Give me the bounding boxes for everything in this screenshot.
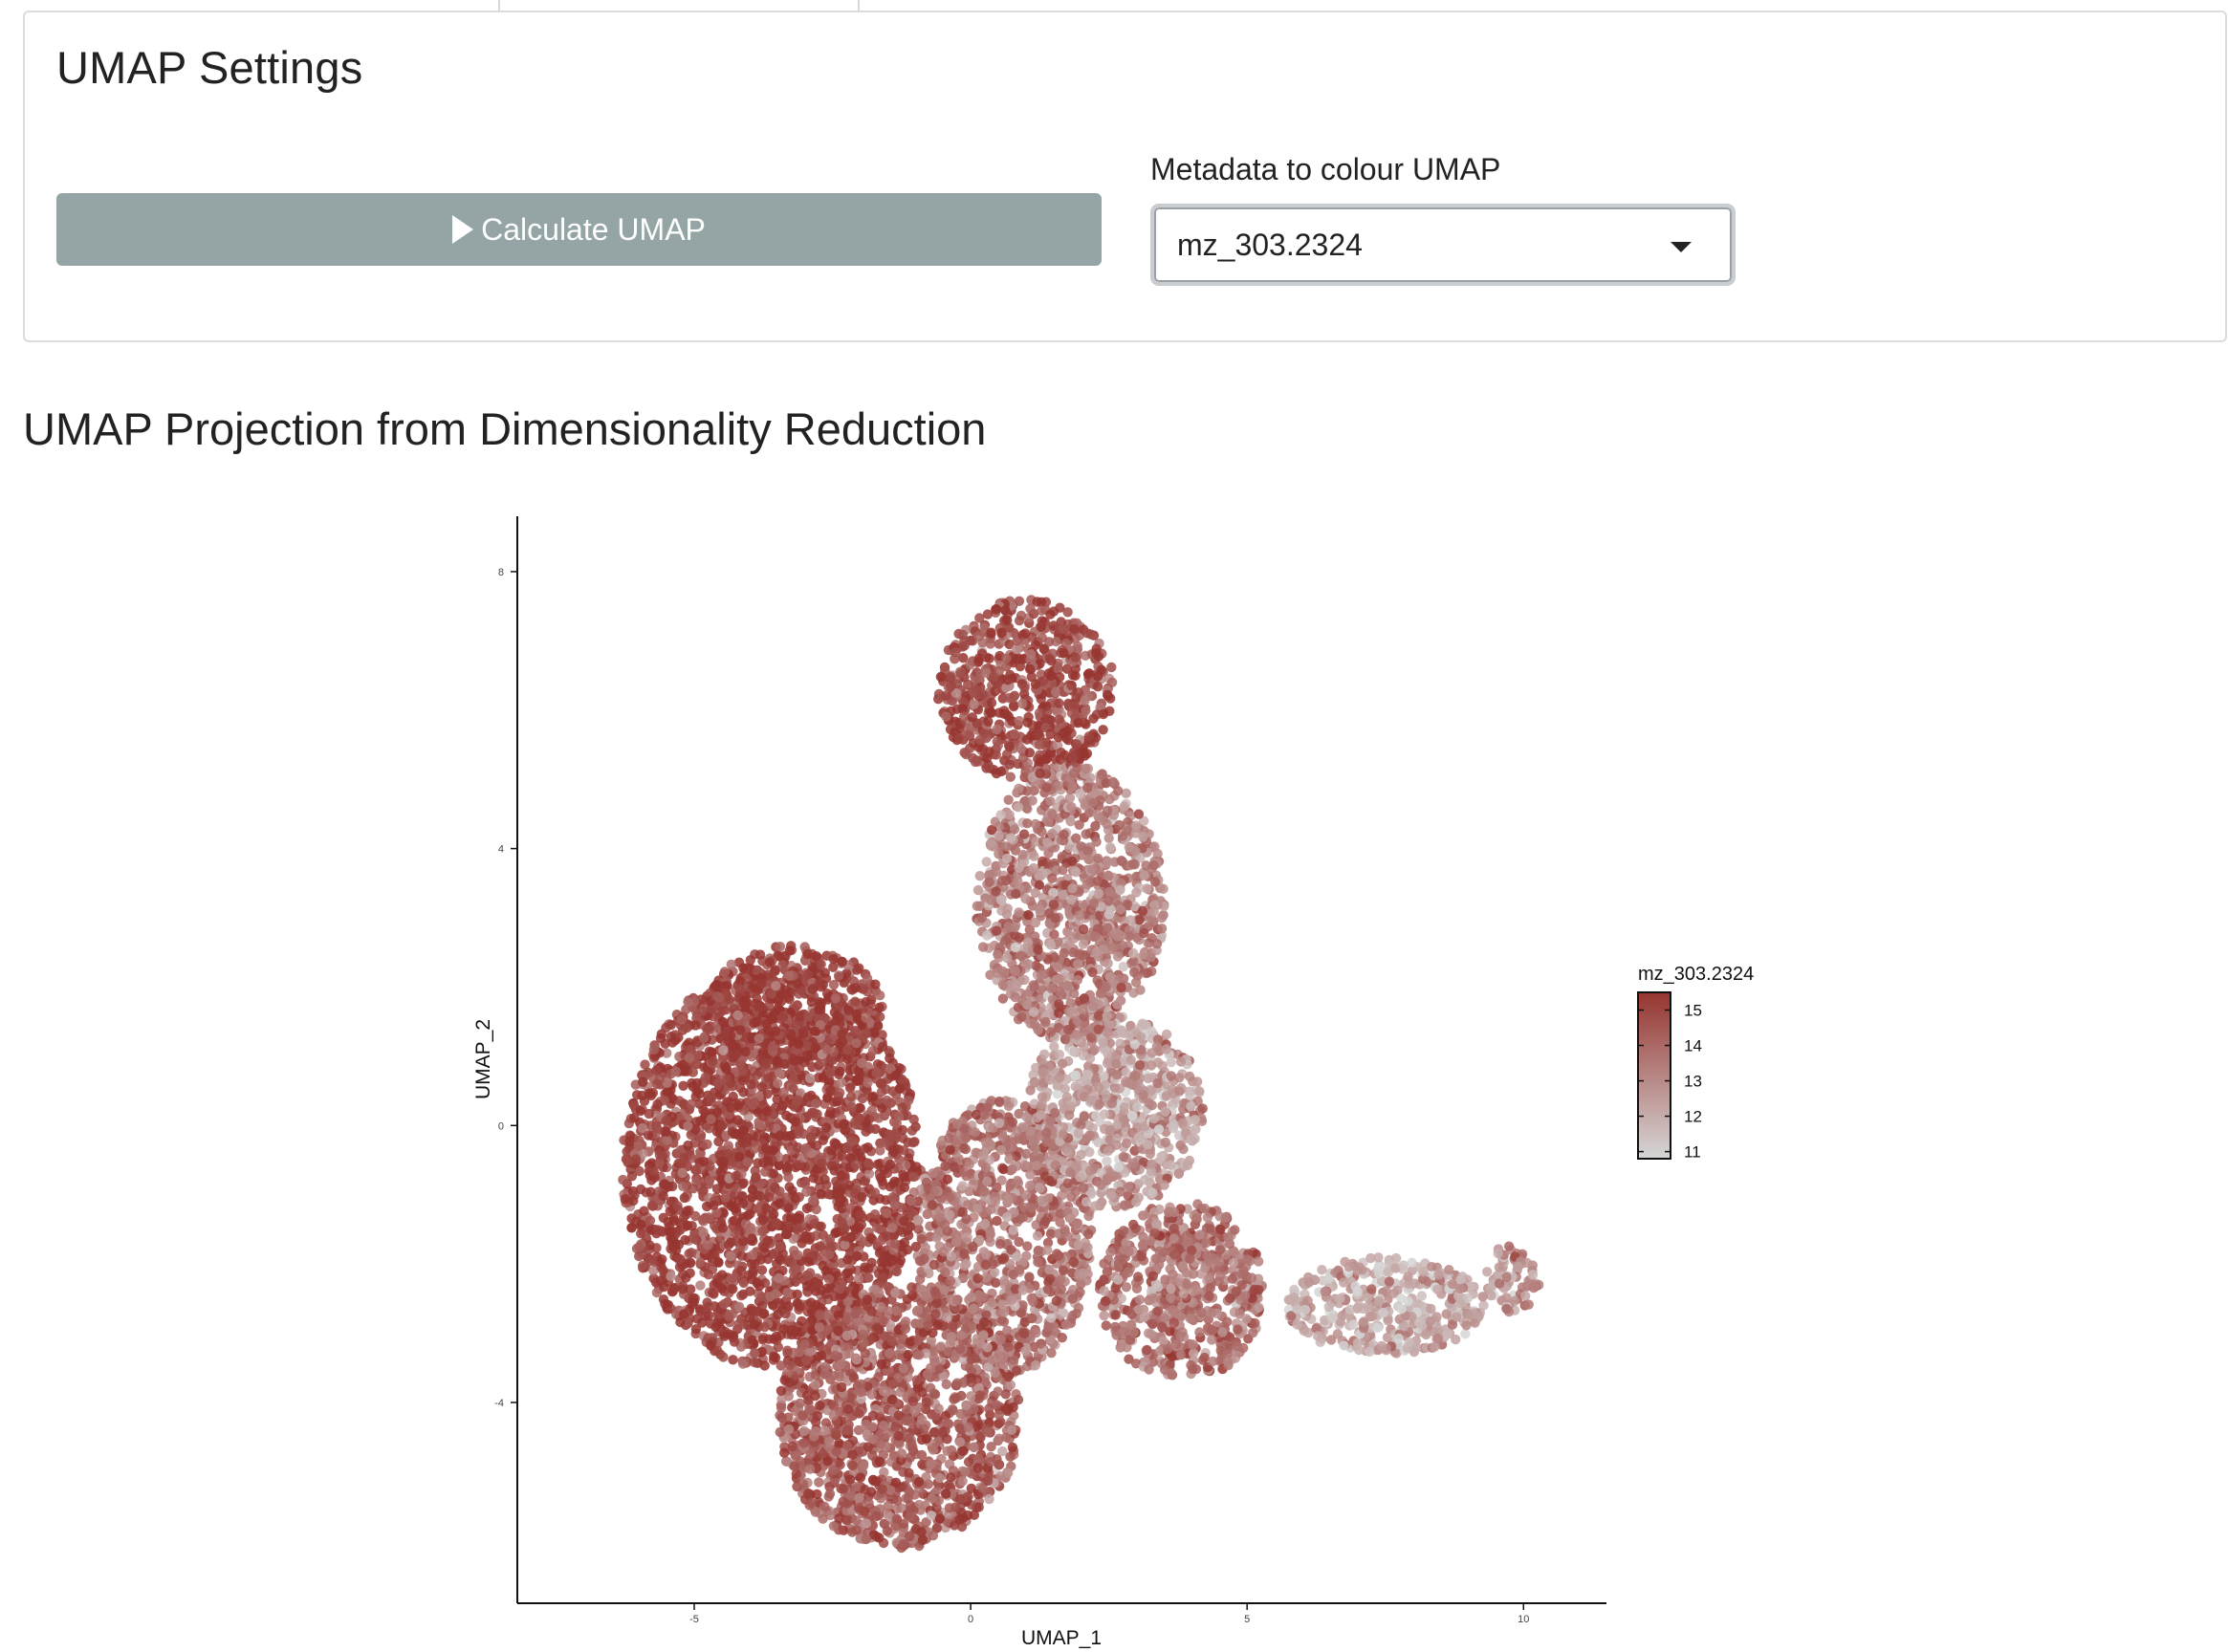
scatter-point xyxy=(1113,786,1124,796)
scatter-point xyxy=(634,1165,644,1177)
scatter-point xyxy=(1416,1291,1428,1301)
scatter-point xyxy=(697,1186,708,1197)
scatter-point xyxy=(1131,1283,1143,1294)
scatter-point xyxy=(723,1239,734,1250)
umap-settings-panel: UMAP Settings Calculate UMAP Metadata to… xyxy=(23,11,2227,342)
scatter-point xyxy=(792,1289,802,1300)
scatter-point xyxy=(973,1502,984,1512)
scatter-point xyxy=(961,1258,972,1270)
metadata-select[interactable]: mz_303.2324 xyxy=(1150,204,1736,286)
scatter-point xyxy=(1194,1086,1205,1097)
scatter-point xyxy=(1132,1272,1144,1282)
scatter-point xyxy=(1482,1267,1493,1277)
metadata-label: Metadata to colour UMAP xyxy=(1150,152,1501,186)
scatter-point xyxy=(998,1163,1009,1175)
tab-strip xyxy=(0,0,2228,13)
scatter-point xyxy=(1037,605,1047,616)
scatter-point xyxy=(702,1297,712,1308)
scatter-point xyxy=(1134,1294,1146,1305)
scatter-point xyxy=(678,1181,688,1192)
scatter-point xyxy=(1009,824,1020,835)
scatter-point xyxy=(1192,1199,1203,1209)
scatter-point xyxy=(1149,841,1160,852)
scatter-point xyxy=(981,857,992,867)
scatter-point xyxy=(824,1489,836,1499)
scatter-point xyxy=(1071,867,1081,878)
scatter-point xyxy=(726,959,736,969)
panel-title: UMAP Settings xyxy=(56,42,363,93)
scatter-point xyxy=(1366,1311,1378,1322)
scatter-point xyxy=(1036,597,1047,607)
scatter-point xyxy=(775,1360,786,1371)
scatter-point xyxy=(915,1273,926,1285)
scatter-point xyxy=(1029,851,1039,861)
scatter-point xyxy=(1124,1354,1134,1364)
metadata-selected-value: mz_303.2324 xyxy=(1177,227,1363,262)
scatter-point xyxy=(1084,1146,1095,1158)
scatter-point xyxy=(1011,643,1022,655)
scatter-point xyxy=(695,1280,706,1291)
scatter-point xyxy=(1157,1060,1168,1072)
scatter-points xyxy=(618,595,1544,1554)
scatter-point xyxy=(1058,1308,1069,1318)
scatter-point xyxy=(668,1283,680,1293)
scatter-point xyxy=(728,1355,738,1365)
scatter-point xyxy=(1460,1329,1471,1339)
scatter-point xyxy=(811,1204,821,1215)
scatter-point xyxy=(618,1174,628,1185)
scatter-point xyxy=(1194,1327,1205,1337)
scatter-point xyxy=(1055,1217,1065,1228)
scatter-point xyxy=(1014,715,1025,727)
scatter-point xyxy=(1023,959,1034,969)
calculate-umap-label: Calculate UMAP xyxy=(481,211,706,247)
scatter-point xyxy=(985,1236,995,1248)
scatter-point xyxy=(811,1230,821,1241)
scatter-point xyxy=(966,1391,976,1402)
scatter-point xyxy=(711,1184,723,1194)
scatter-point xyxy=(992,1215,1002,1227)
scatter-point xyxy=(978,1186,990,1197)
scatter-point xyxy=(870,979,881,989)
scatter-point xyxy=(974,871,985,881)
calculate-umap-button[interactable]: Calculate UMAP xyxy=(56,193,1102,266)
scatter-point xyxy=(982,930,993,941)
play-icon xyxy=(452,215,474,244)
scatter-point xyxy=(1002,1325,1013,1336)
section-title: UMAP Projection from Dimensionality Redu… xyxy=(23,403,987,454)
scatter-point xyxy=(957,1181,968,1191)
scatter-point xyxy=(814,1477,824,1488)
scatter-point xyxy=(1121,1067,1131,1077)
scatter-point xyxy=(1248,1327,1258,1338)
scatter-point xyxy=(1039,1049,1050,1060)
active-tab-edge[interactable] xyxy=(498,0,860,11)
chevron-down-icon xyxy=(1671,242,1692,252)
scatter-point xyxy=(921,1397,931,1408)
